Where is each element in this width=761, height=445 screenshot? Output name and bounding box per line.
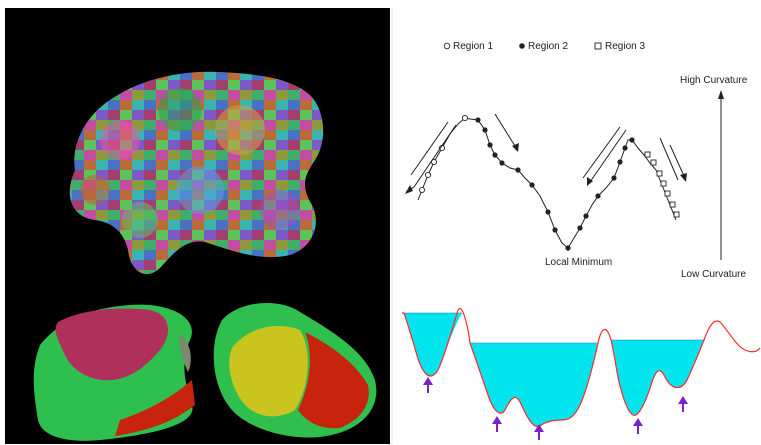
curvature-axis: High Curvature Low Curvature bbox=[680, 75, 748, 280]
legend-marker-region2 bbox=[519, 43, 525, 49]
segmented-bone-model bbox=[69, 71, 324, 275]
basin-fill bbox=[404, 313, 704, 427]
region2-points bbox=[475, 117, 635, 251]
axis-label-low: Low Curvature bbox=[681, 269, 746, 280]
legend: Region 1 Region 2 Region 3 bbox=[443, 41, 645, 52]
legend-label-region3: Region 3 bbox=[605, 41, 645, 52]
bone-model-right bbox=[213, 302, 377, 438]
local-minimum-label: Local Minimum bbox=[545, 257, 612, 268]
legend-label-region1: Region 1 bbox=[453, 41, 493, 52]
water-level-line bbox=[404, 312, 704, 344]
region1-points bbox=[418, 114, 469, 194]
bone-model-left bbox=[33, 304, 195, 441]
legend-marker-region1 bbox=[443, 42, 451, 50]
watershed-profile bbox=[402, 307, 761, 440]
curvature-curve bbox=[402, 307, 761, 428]
region3-points bbox=[644, 151, 680, 218]
curvature-schematic: Region 1 Region 2 Region 3 High Curvatur… bbox=[391, 8, 748, 444]
axis-label-high: High Curvature bbox=[680, 75, 748, 86]
legend-marker-region3 bbox=[594, 42, 602, 50]
legend-label-region2: Region 2 bbox=[528, 41, 568, 52]
minimum-arrows bbox=[423, 377, 688, 440]
arrowheads bbox=[405, 143, 687, 194]
curvature-profile-line bbox=[417, 117, 677, 249]
